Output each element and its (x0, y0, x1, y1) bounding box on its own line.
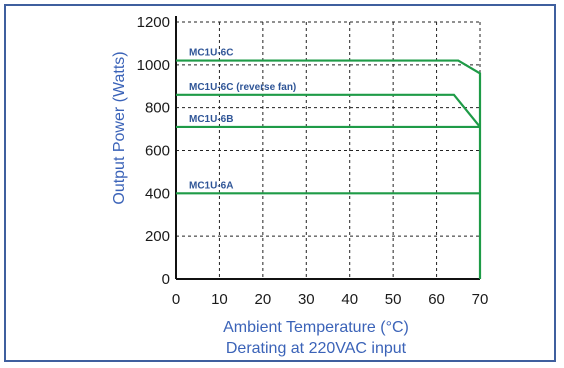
series-label-1: MC1U-6C (reverse fan) (189, 82, 296, 93)
x-tick-label-20: 20 (255, 291, 272, 308)
y-tick-label-1200: 1200 (137, 14, 170, 31)
series-line-0 (176, 59, 482, 279)
x-tick-label-40: 40 (341, 291, 358, 308)
x-tick-label-10: 10 (211, 291, 228, 308)
x-tick-label-0: 0 (172, 291, 180, 308)
x-tick-label-60: 60 (428, 291, 445, 308)
y-tick-label-400: 400 (145, 185, 170, 202)
x-axis-title: Ambient Temperature (°C) (223, 319, 409, 336)
y-tick-label-1000: 1000 (137, 57, 170, 74)
chart-subtitle: Derating at 220VAC input (226, 340, 407, 357)
series-label-3: MC1U-6A (189, 180, 233, 191)
y-tick-label-200: 200 (145, 228, 170, 245)
series-labels: MC1U-6C MC1U-6C (reverse fan) MC1U-6B MC1U-… (189, 48, 296, 192)
y-tick-label-600: 600 (145, 143, 170, 160)
series-line-1 (176, 93, 481, 128)
x-tick-label-70: 70 (472, 291, 489, 308)
x-tick-label-30: 30 (298, 291, 315, 308)
series-label-2: MC1U-6B (189, 114, 233, 125)
tick-labels: 0 10 20 30 40 50 60 70 0 200 400 600 800 1000 1200 (137, 14, 489, 308)
y-tick-label-0: 0 (162, 271, 170, 288)
y-tick-label-800: 800 (145, 100, 170, 117)
y-axis-title: Output Power (Watts) (111, 51, 128, 204)
x-tick-label-50: 50 (385, 291, 402, 308)
series-label-0: MC1U-6C (189, 48, 233, 59)
series-lines (176, 59, 482, 279)
